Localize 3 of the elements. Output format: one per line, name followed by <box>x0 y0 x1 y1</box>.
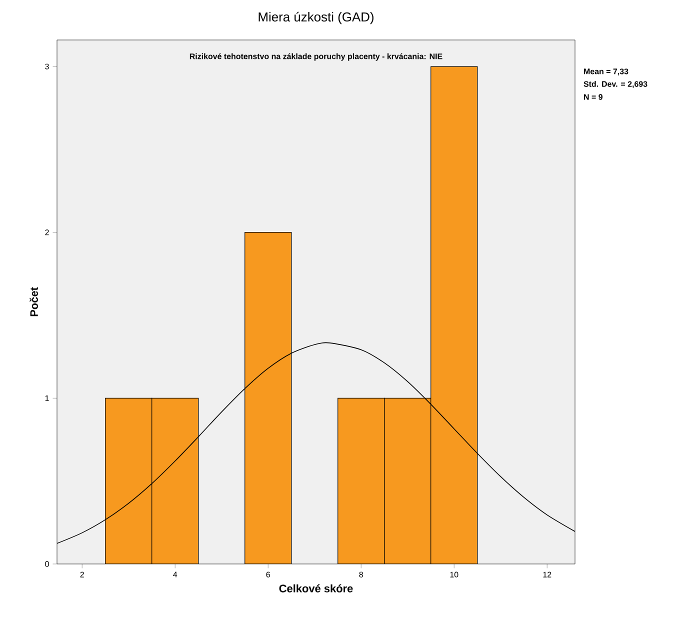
y-axis-title: Počet <box>30 287 38 316</box>
chart-title: Miera úzkosti (GAD) <box>258 12 374 24</box>
x-axis-title: Celkové skóre <box>279 584 353 592</box>
